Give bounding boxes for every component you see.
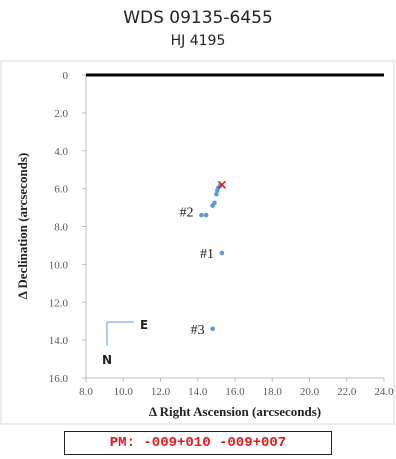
y-tick-label: 8.0 (54, 222, 68, 234)
y-tick-label: 6.0 (54, 184, 68, 196)
plot-frame (0, 60, 395, 425)
y-tick-label: 10.0 (49, 259, 69, 271)
chart-title: WDS 09135-6455 (123, 8, 273, 28)
compass-east-label: E (140, 318, 148, 332)
x-tick-label: 14.0 (188, 386, 208, 398)
data-point (210, 326, 215, 332)
data-point (219, 250, 225, 256)
x-tick-label: 12.0 (151, 386, 171, 398)
y-axis-label: Δ Declination (arcseconds) (15, 153, 30, 300)
x-tick-label: 22.0 (337, 386, 357, 398)
data-point (214, 192, 219, 197)
highlight-stroke (217, 180, 227, 189)
data-point (212, 200, 217, 206)
y-tick-label: 0 (63, 70, 69, 82)
y-tick-label: 12.0 (49, 297, 69, 309)
scatter-chart: 0 2.0 4.0 6.0 8.0 10.0 12.0 14.0 16.0 8.0 10.0 12.0… (0, 60, 395, 425)
proper-motion-box: PM: -009+010 -009+007 (64, 431, 332, 455)
point-label: #3 (191, 323, 205, 338)
highlight-point-marker (217, 180, 227, 189)
y-tick-label: 16.0 (49, 373, 69, 385)
point-label: #1 (200, 247, 214, 262)
x-tick-label: 8.0 (79, 386, 93, 398)
point-label: #2 (179, 205, 193, 220)
x-tick-label: 18.0 (263, 386, 283, 398)
y-tick-label: 4.0 (54, 146, 68, 158)
x-axis-label: Δ Right Ascension (arcseconds) (149, 404, 321, 419)
y-tick-label: 2.0 (54, 108, 68, 120)
x-tick-label: 20.0 (300, 386, 320, 398)
x-tick-label: 10.0 (114, 386, 134, 398)
data-point (199, 212, 204, 218)
chart-subtitle: HJ 4195 (170, 33, 226, 49)
compass-north-label: N (102, 353, 112, 367)
data-point (203, 212, 209, 218)
x-tick-label: 24.0 (374, 386, 394, 398)
y-tick-label: 14.0 (49, 335, 69, 347)
x-tick-label: 16.0 (225, 386, 245, 398)
